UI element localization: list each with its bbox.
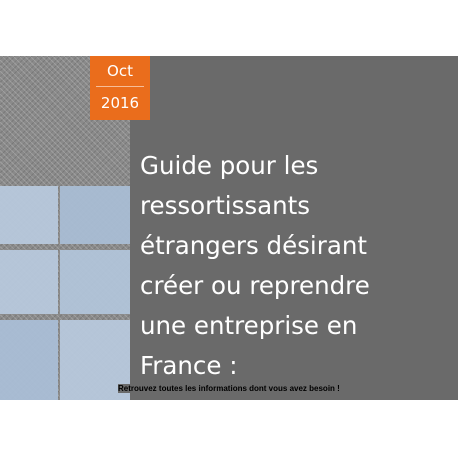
document-subtitle: Retrouvez toutes les informations dont v… [118, 384, 458, 393]
blue-tile-grid [0, 186, 130, 400]
document-title: Guide pour les ressortissants étrangers … [140, 151, 370, 380]
date-month: Oct [107, 62, 133, 80]
cover-page: Oct 2016 Guide pour les ressortissants é… [0, 56, 458, 400]
date-divider [96, 86, 144, 87]
blue-tile [0, 186, 58, 244]
date-year: 2016 [100, 94, 140, 112]
blue-tile [0, 320, 58, 400]
dark-title-panel [130, 56, 458, 400]
blue-tile [60, 186, 130, 244]
blue-tile [60, 250, 130, 314]
blue-tile [0, 250, 58, 314]
date-badge: Oct 2016 [90, 56, 150, 120]
